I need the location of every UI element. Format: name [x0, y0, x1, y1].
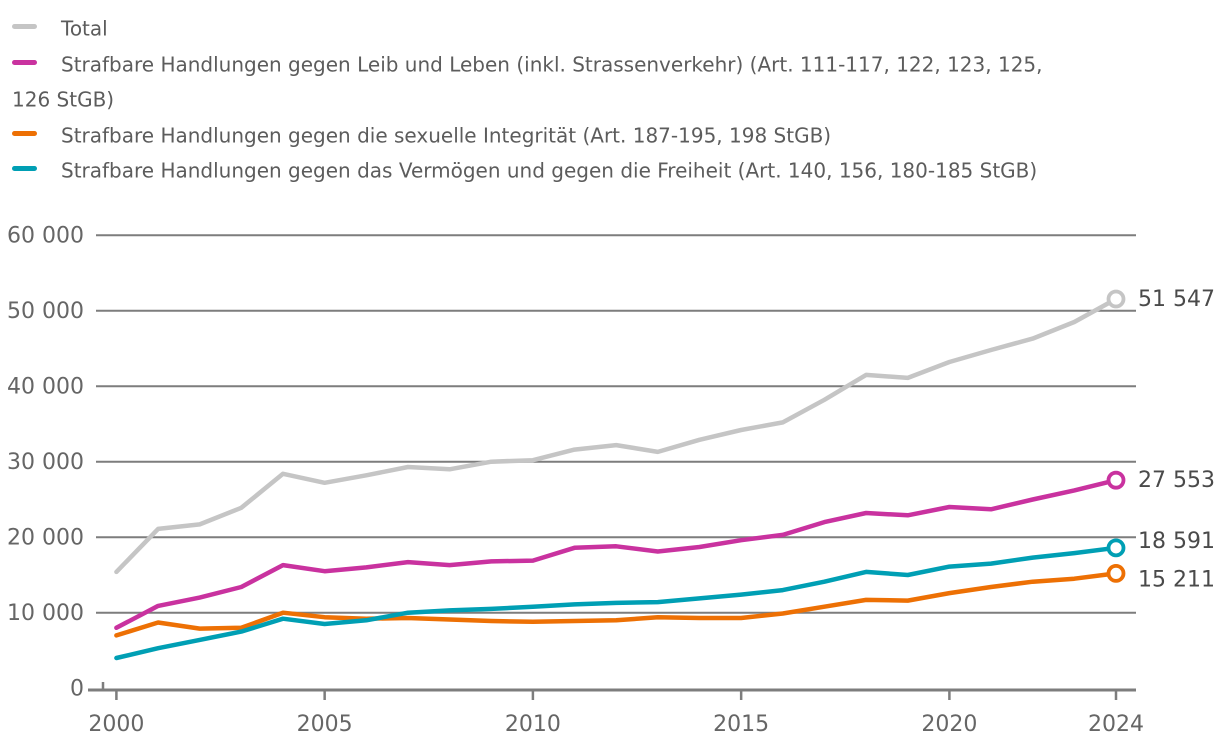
series-line-vermoegen-freiheit	[114, 545, 1119, 661]
x-axis-label: 2024	[1088, 712, 1144, 737]
series-value-label-vermoegen-freiheit: 18 591	[1138, 529, 1215, 554]
x-axis-label: 2000	[88, 712, 144, 737]
y-axis-label: 30 000	[7, 450, 84, 475]
series-endpoint-leib-und-leben	[1106, 470, 1126, 490]
legend-swatch-icon	[12, 24, 37, 29]
series-endpoint-sexuelle-integritaet	[1106, 563, 1126, 583]
legend-item-leib-und-leben[interactable]: Strafbare Handlungen gegen Leib und Lebe…	[12, 46, 1208, 117]
series-value-label-total: 51 547	[1138, 287, 1215, 312]
legend-item-vermoegen-freiheit[interactable]: Strafbare Handlungen gegen das Vermögen …	[12, 152, 1208, 188]
legend-swatch-icon	[12, 59, 37, 65]
series-line-total	[114, 296, 1119, 575]
legend-label: Strafbare Handlungen gegen das Vermögen …	[61, 158, 1038, 183]
y-axis-label: 40 000	[7, 375, 84, 400]
y-axis-label: 20 000	[7, 526, 84, 551]
legend-label: Total	[61, 16, 108, 41]
legend-item-total[interactable]: Total	[12, 10, 1208, 46]
legend-swatch-icon	[12, 166, 37, 171]
legend-label: Strafbare Handlungen gegen Leib und Lebe…	[12, 52, 1043, 112]
series-line-leib-und-leben	[114, 477, 1119, 631]
series-endpoint-vermoegen-freiheit	[1106, 538, 1126, 558]
x-axis-label: 2015	[713, 712, 769, 737]
y-axis-label: 10 000	[7, 601, 84, 626]
legend-label: Strafbare Handlungen gegen die sexuelle …	[61, 123, 832, 147]
series-value-label-leib-und-leben: 27 553	[1138, 468, 1215, 493]
y-axis-label: 60 000	[7, 224, 84, 249]
x-axis-label: 2010	[505, 712, 561, 737]
legend-swatch-icon	[12, 130, 37, 136]
y-axis-label: 50 000	[7, 299, 84, 324]
series-endpoint-total	[1106, 289, 1126, 309]
series-line-sexuelle-integritaet	[114, 571, 1119, 638]
legend-item-sexuelle-integritaet[interactable]: Strafbare Handlungen gegen die sexuelle …	[12, 117, 1208, 153]
legend: Total Strafbare Handlungen gegen Leib und…	[12, 10, 1208, 188]
x-axis-label: 2005	[297, 712, 353, 737]
y-axis-label: 0	[70, 677, 84, 702]
series-value-label-sexuelle-integritaet: 15 211	[1138, 567, 1215, 592]
x-axis-label: 2020	[921, 712, 977, 737]
